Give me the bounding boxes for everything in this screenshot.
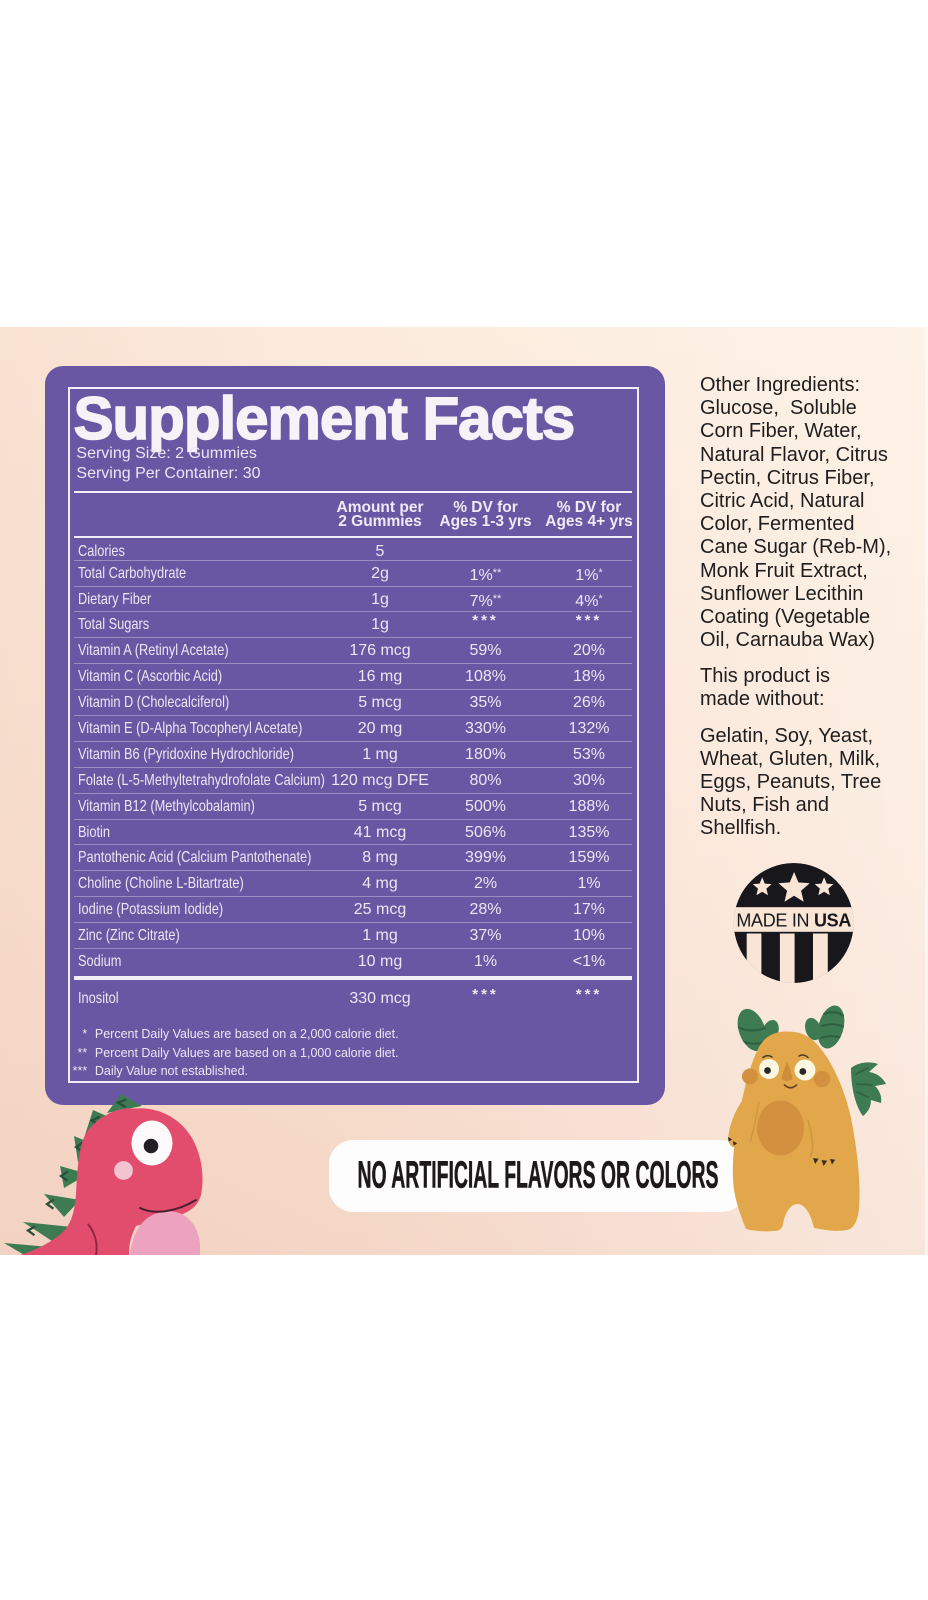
svg-text:MADE IN USA: MADE IN USA	[736, 910, 851, 930]
